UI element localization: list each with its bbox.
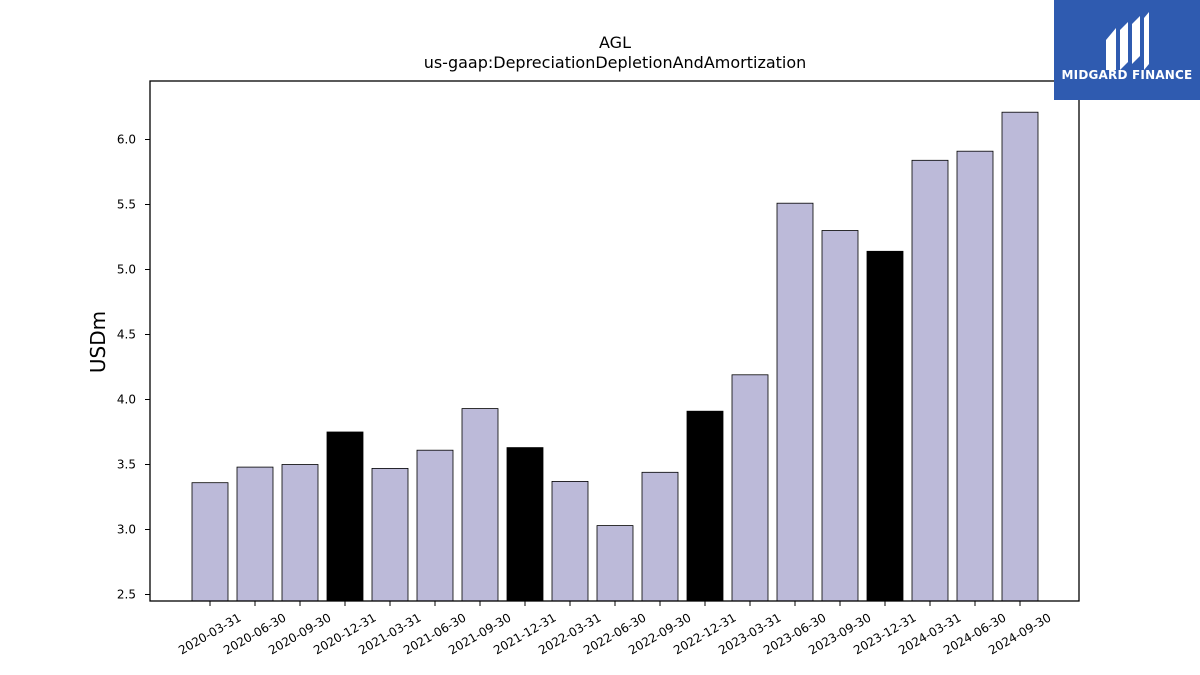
- bar-2020-09-30: [281, 464, 319, 602]
- x-axis-ticks: 2020-03-312020-06-302020-09-302020-12-31…: [176, 601, 1054, 657]
- bar-2023-06-30: [776, 202, 814, 602]
- bar-2024-03-31: [911, 159, 949, 602]
- bar-2023-09-30: [821, 230, 859, 602]
- bar-2023-03-31: [731, 374, 769, 602]
- bar-2024-06-30: [956, 150, 994, 602]
- bar-2023-12-31: [866, 250, 904, 602]
- y-tick-label: 2.5: [117, 588, 136, 602]
- bar-2022-03-31: [551, 480, 589, 602]
- bar-2020-03-31: [191, 482, 229, 602]
- bar-2020-12-31: [326, 431, 364, 602]
- midgard-m-icon: [1106, 12, 1149, 70]
- plot-frame: [149, 80, 1080, 602]
- y-tick-label: 4.0: [117, 393, 136, 407]
- bar-2021-03-31: [371, 467, 409, 602]
- bar-2020-06-30: [236, 466, 274, 602]
- brand-logo: MIDGARD FINANCE: [1054, 0, 1200, 100]
- y-axis-ticks: 2.5 3.0 3.5 4.0 4.5 5.0 5.5 6.0: [117, 133, 150, 602]
- bar-2022-12-31: [686, 410, 724, 602]
- bar-2021-09-30: [461, 408, 499, 602]
- bar-2022-06-30: [596, 525, 634, 602]
- bar-2022-09-30: [641, 471, 679, 602]
- bars-group: [191, 111, 1039, 602]
- bar-2021-06-30: [416, 449, 454, 602]
- brand-name: MIDGARD FINANCE: [1061, 68, 1193, 82]
- bar-2024-09-30: [1001, 111, 1039, 602]
- chart-title: AGL: [599, 33, 631, 52]
- y-tick-label: 3.5: [117, 458, 136, 472]
- y-tick-label: 5.5: [117, 198, 136, 212]
- y-tick-label: 4.5: [117, 328, 136, 342]
- bar-2021-12-31: [506, 447, 544, 602]
- y-axis-label: USDm: [86, 311, 110, 373]
- y-tick-label: 6.0: [117, 133, 136, 147]
- y-tick-label: 3.0: [117, 523, 136, 537]
- chart-subtitle: us-gaap:DepreciationDepletionAndAmortiza…: [424, 53, 807, 72]
- y-tick-label: 5.0: [117, 263, 136, 277]
